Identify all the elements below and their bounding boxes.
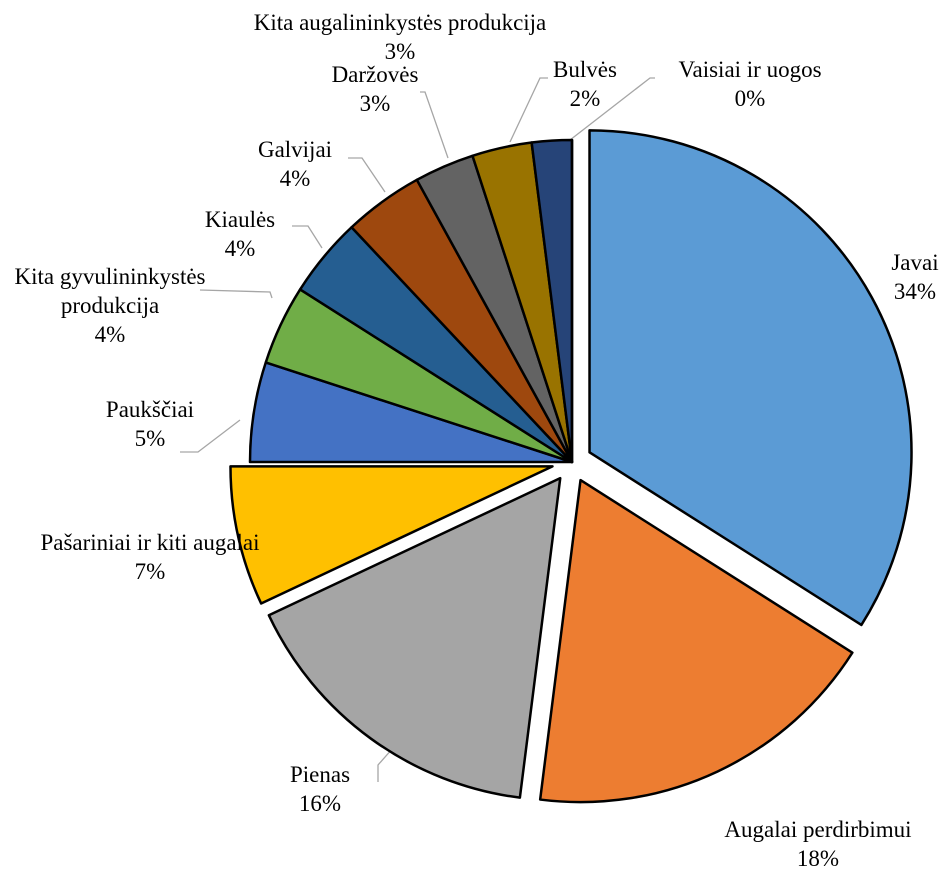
category-name: Augalai perdirbimui: [724, 817, 912, 842]
slice-label: Kiaulės 4%: [180, 205, 300, 263]
slice-label: Javai 34%: [870, 248, 952, 306]
percent-label: 34%: [893, 279, 937, 304]
leader-line: [569, 77, 655, 141]
category-name: Paukščiai: [105, 397, 195, 422]
category-name: Kita augalininkystės produkcija: [253, 10, 547, 35]
percent-label: 0%: [734, 86, 766, 111]
percent-label: 2%: [569, 86, 601, 111]
leader-line: [420, 91, 449, 159]
percent-label: 3%: [384, 39, 416, 64]
category-name: Galvijai: [257, 137, 333, 162]
leader-line: [180, 419, 241, 453]
category-name: Daržovės: [331, 62, 419, 87]
leader-line: [199, 289, 273, 299]
leader-line: [509, 77, 548, 143]
category-name: Pašariniai ir kiti augalai: [40, 530, 260, 555]
percent-label: 18%: [796, 846, 840, 871]
percent-label: 4%: [94, 322, 126, 347]
slice-label: Galvijai 4%: [235, 135, 355, 193]
slice-label: Bulvės 2%: [535, 55, 635, 113]
slice-label: Kita gyvulininkystės produkcija 4%: [10, 262, 210, 349]
category-name: Kiaulės: [204, 207, 276, 232]
leader-line: [348, 157, 386, 193]
slice-label: Daržovės 3%: [310, 60, 440, 118]
pie-slice: [538, 478, 854, 804]
percent-label: 4%: [279, 166, 311, 191]
percent-label: 7%: [134, 559, 166, 584]
slice-label: Augalai perdirbimui 18%: [668, 815, 952, 873]
slice-label: Paukščiai 5%: [80, 395, 220, 453]
category-name: Vaisiai ir uogos: [678, 57, 822, 82]
percent-label: 5%: [134, 426, 166, 451]
percent-label: 16%: [298, 791, 342, 816]
leader-line: [292, 225, 323, 249]
category-name: Javai: [891, 250, 939, 275]
category-name: Pienas: [289, 762, 351, 787]
percent-label: 3%: [359, 91, 391, 116]
leader-lines: [180, 77, 655, 782]
pie-slice: [588, 129, 913, 627]
pie-slice: [229, 465, 554, 605]
pie-slice: [267, 476, 562, 799]
slice-label: Vaisiai ir uogos 0%: [630, 55, 870, 113]
category-name: Bulvės: [553, 57, 617, 82]
percent-label: 4%: [224, 236, 256, 261]
category-name: Kita gyvulininkystės produkcija: [14, 264, 206, 318]
slice-label: Kita augalininkystės produkcija 3%: [190, 8, 610, 66]
slice-label: Pašariniai ir kiti augalai 7%: [10, 528, 290, 586]
slice-label: Pienas 16%: [250, 760, 390, 818]
